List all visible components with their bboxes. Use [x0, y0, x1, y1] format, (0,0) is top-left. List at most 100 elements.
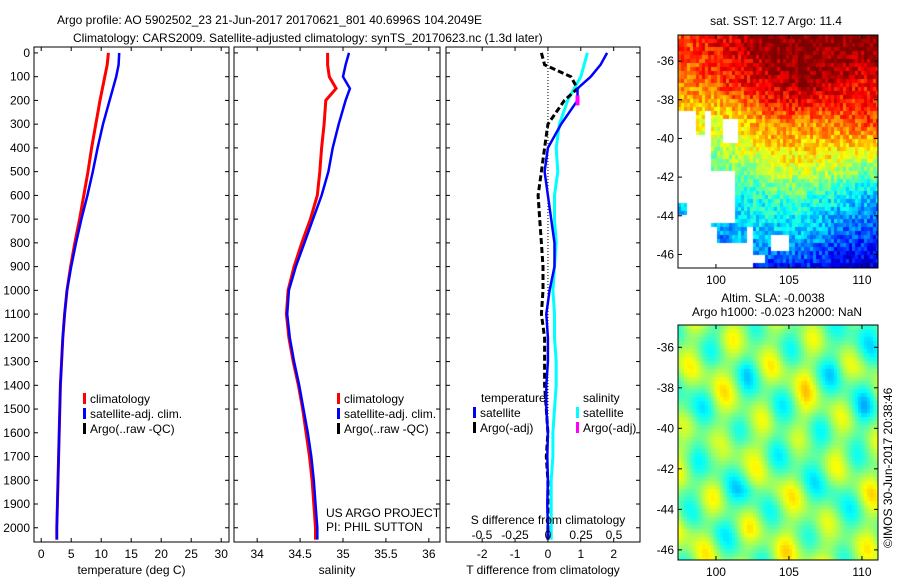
- x-tick-label: 105: [779, 565, 799, 579]
- y-tick-label: -46: [657, 543, 675, 557]
- sla-map-title: Altim. SLA: -0.0038: [721, 291, 825, 305]
- annotation-project: US ARGO PROJECT: [326, 506, 441, 520]
- legend-label: Argo(..raw -QC): [90, 422, 175, 436]
- legend-swatch: [576, 407, 579, 418]
- legend-swatch: [337, 408, 340, 419]
- y-tick-label: 1400: [3, 378, 30, 392]
- legend-label: satellite-adj. clim.: [90, 407, 182, 421]
- x2-tick-label: 0.25: [569, 528, 593, 542]
- legend-swatch: [83, 423, 86, 434]
- y-tick-label: -38: [657, 381, 675, 395]
- sla-map-frame: [677, 324, 879, 561]
- x-tick-label: 30: [215, 547, 229, 561]
- x-tick-label: 0: [545, 547, 552, 561]
- y-tick-label: 1900: [3, 497, 30, 511]
- x2-tick-label: -0.5: [472, 528, 493, 542]
- x-tick-label: 0: [38, 547, 45, 561]
- y-tick-label: 1000: [3, 283, 30, 297]
- y-tick-label: 300: [10, 117, 30, 131]
- title-line-2: Climatology: CARS2009. Satellite-adjuste…: [73, 31, 543, 45]
- legend-label: satellite: [480, 406, 521, 420]
- legend-label: Argo(..raw -QC): [344, 422, 429, 436]
- sst-map-frame: [677, 34, 879, 269]
- legend-label: climatology: [90, 392, 150, 406]
- x2-tick-label: -0.25: [501, 528, 529, 542]
- x-tick-label: 35: [336, 547, 350, 561]
- plots: 0 5 10 15 20 25 300100200300400500600700800900…: [3, 46, 641, 577]
- y-tick-label: 1200: [3, 331, 30, 345]
- temperature-panel: 0 5 10 15 20 25 300100200300400500600700800900…: [3, 46, 230, 577]
- t-argo-line: [536, 52, 580, 540]
- y-tick-label: 1100: [4, 307, 30, 321]
- y-tick-label: 800: [10, 236, 30, 250]
- y-tick-label: 1800: [3, 473, 30, 487]
- y-tick-label: 600: [10, 188, 30, 202]
- legend-label: Argo(-adj): [583, 421, 636, 435]
- y-tick-label: -42: [657, 462, 675, 476]
- satellite-line: [55, 52, 121, 540]
- x2-tick-label: 0.5: [606, 528, 623, 542]
- legend-swatch: [337, 393, 340, 404]
- legend-title-temperature: temperature: [481, 391, 546, 405]
- y-tick-label: 500: [10, 165, 30, 179]
- y-tick-label: -38: [657, 93, 675, 107]
- salinity-panel: 34 34.5 35 35.5 36 salinity climatologysatelli…: [233, 46, 441, 577]
- legend-swatch: [473, 407, 476, 418]
- x-tick-label: -1: [510, 547, 521, 561]
- y-tick-label: 0: [23, 46, 30, 60]
- x-tick-label: 34.5: [288, 547, 312, 561]
- salinity-axes-frame: [233, 46, 441, 543]
- y-tick-label: -40: [657, 131, 675, 145]
- legend-swatch: [576, 422, 579, 433]
- y-tick-label: -42: [657, 170, 675, 184]
- difference-axes-frame: [445, 46, 641, 543]
- x-tick-label: 36: [422, 547, 436, 561]
- x-tick-label: 100: [706, 273, 726, 287]
- legend-swatch: [337, 423, 340, 434]
- difference-panel: -2 -1 0 1 2 T difference from climatology -0.5…: [445, 46, 641, 577]
- y-tick-label: -44: [657, 502, 675, 516]
- y-tick-label: 1500: [3, 402, 30, 416]
- x-tick-label: 20: [155, 547, 169, 561]
- x-tick-label: 10: [95, 547, 109, 561]
- y-tick-label: 200: [10, 93, 30, 107]
- y-tick-label: 1600: [3, 426, 30, 440]
- credit-text: ©IMOS 30-Jun-2017 20:38:46: [881, 387, 895, 548]
- x-tick-label: 34: [250, 547, 264, 561]
- y-tick-label: 1300: [3, 355, 30, 369]
- sla-map-image: [678, 325, 878, 560]
- x-tick-label: 2: [610, 547, 617, 561]
- legend-swatch: [83, 393, 86, 404]
- y-tick-label: -36: [657, 340, 675, 354]
- x-tick-label: -2: [477, 547, 488, 561]
- y-tick-label: 2000: [3, 521, 30, 535]
- y-tick-label: -40: [657, 421, 675, 435]
- x2-tick-label: 0: [545, 528, 552, 542]
- legend-swatch: [83, 408, 86, 419]
- y-tick-label: -36: [657, 54, 675, 68]
- annotation-pi: PI: PHIL SUTTON: [326, 520, 423, 534]
- y-tick-label: -46: [657, 247, 675, 261]
- legend-label: climatology: [344, 392, 404, 406]
- difference-xlabel2: S difference from climatology: [471, 513, 626, 527]
- sst-map-image: [678, 35, 878, 268]
- sla-map-subtitle: Argo h1000: -0.023 h2000: NaN: [692, 305, 862, 319]
- x-tick-label: 35.5: [374, 547, 398, 561]
- x-tick-label: 1: [577, 547, 584, 561]
- title-line-1: Argo profile: AO 5902502_23 21-Jun-2017 …: [57, 13, 482, 27]
- x-tick-label: 110: [852, 273, 871, 287]
- s-argo-mark: [575, 95, 580, 106]
- y-tick-label: 700: [10, 212, 30, 226]
- x-tick-label: 25: [185, 547, 199, 561]
- legend-title-salinity: salinity: [583, 391, 620, 405]
- legend-label: satellite: [583, 406, 624, 420]
- difference-xlabel: T difference from climatology: [466, 563, 620, 577]
- satellite-line: [285, 52, 352, 540]
- salinity-xlabel: salinity: [319, 563, 356, 577]
- x-tick-label: 100: [706, 565, 726, 579]
- temperature-xlabel: temperature (deg C): [77, 563, 185, 577]
- y-tick-label: 900: [10, 260, 30, 274]
- legend-label: satellite-adj. clim.: [344, 407, 436, 421]
